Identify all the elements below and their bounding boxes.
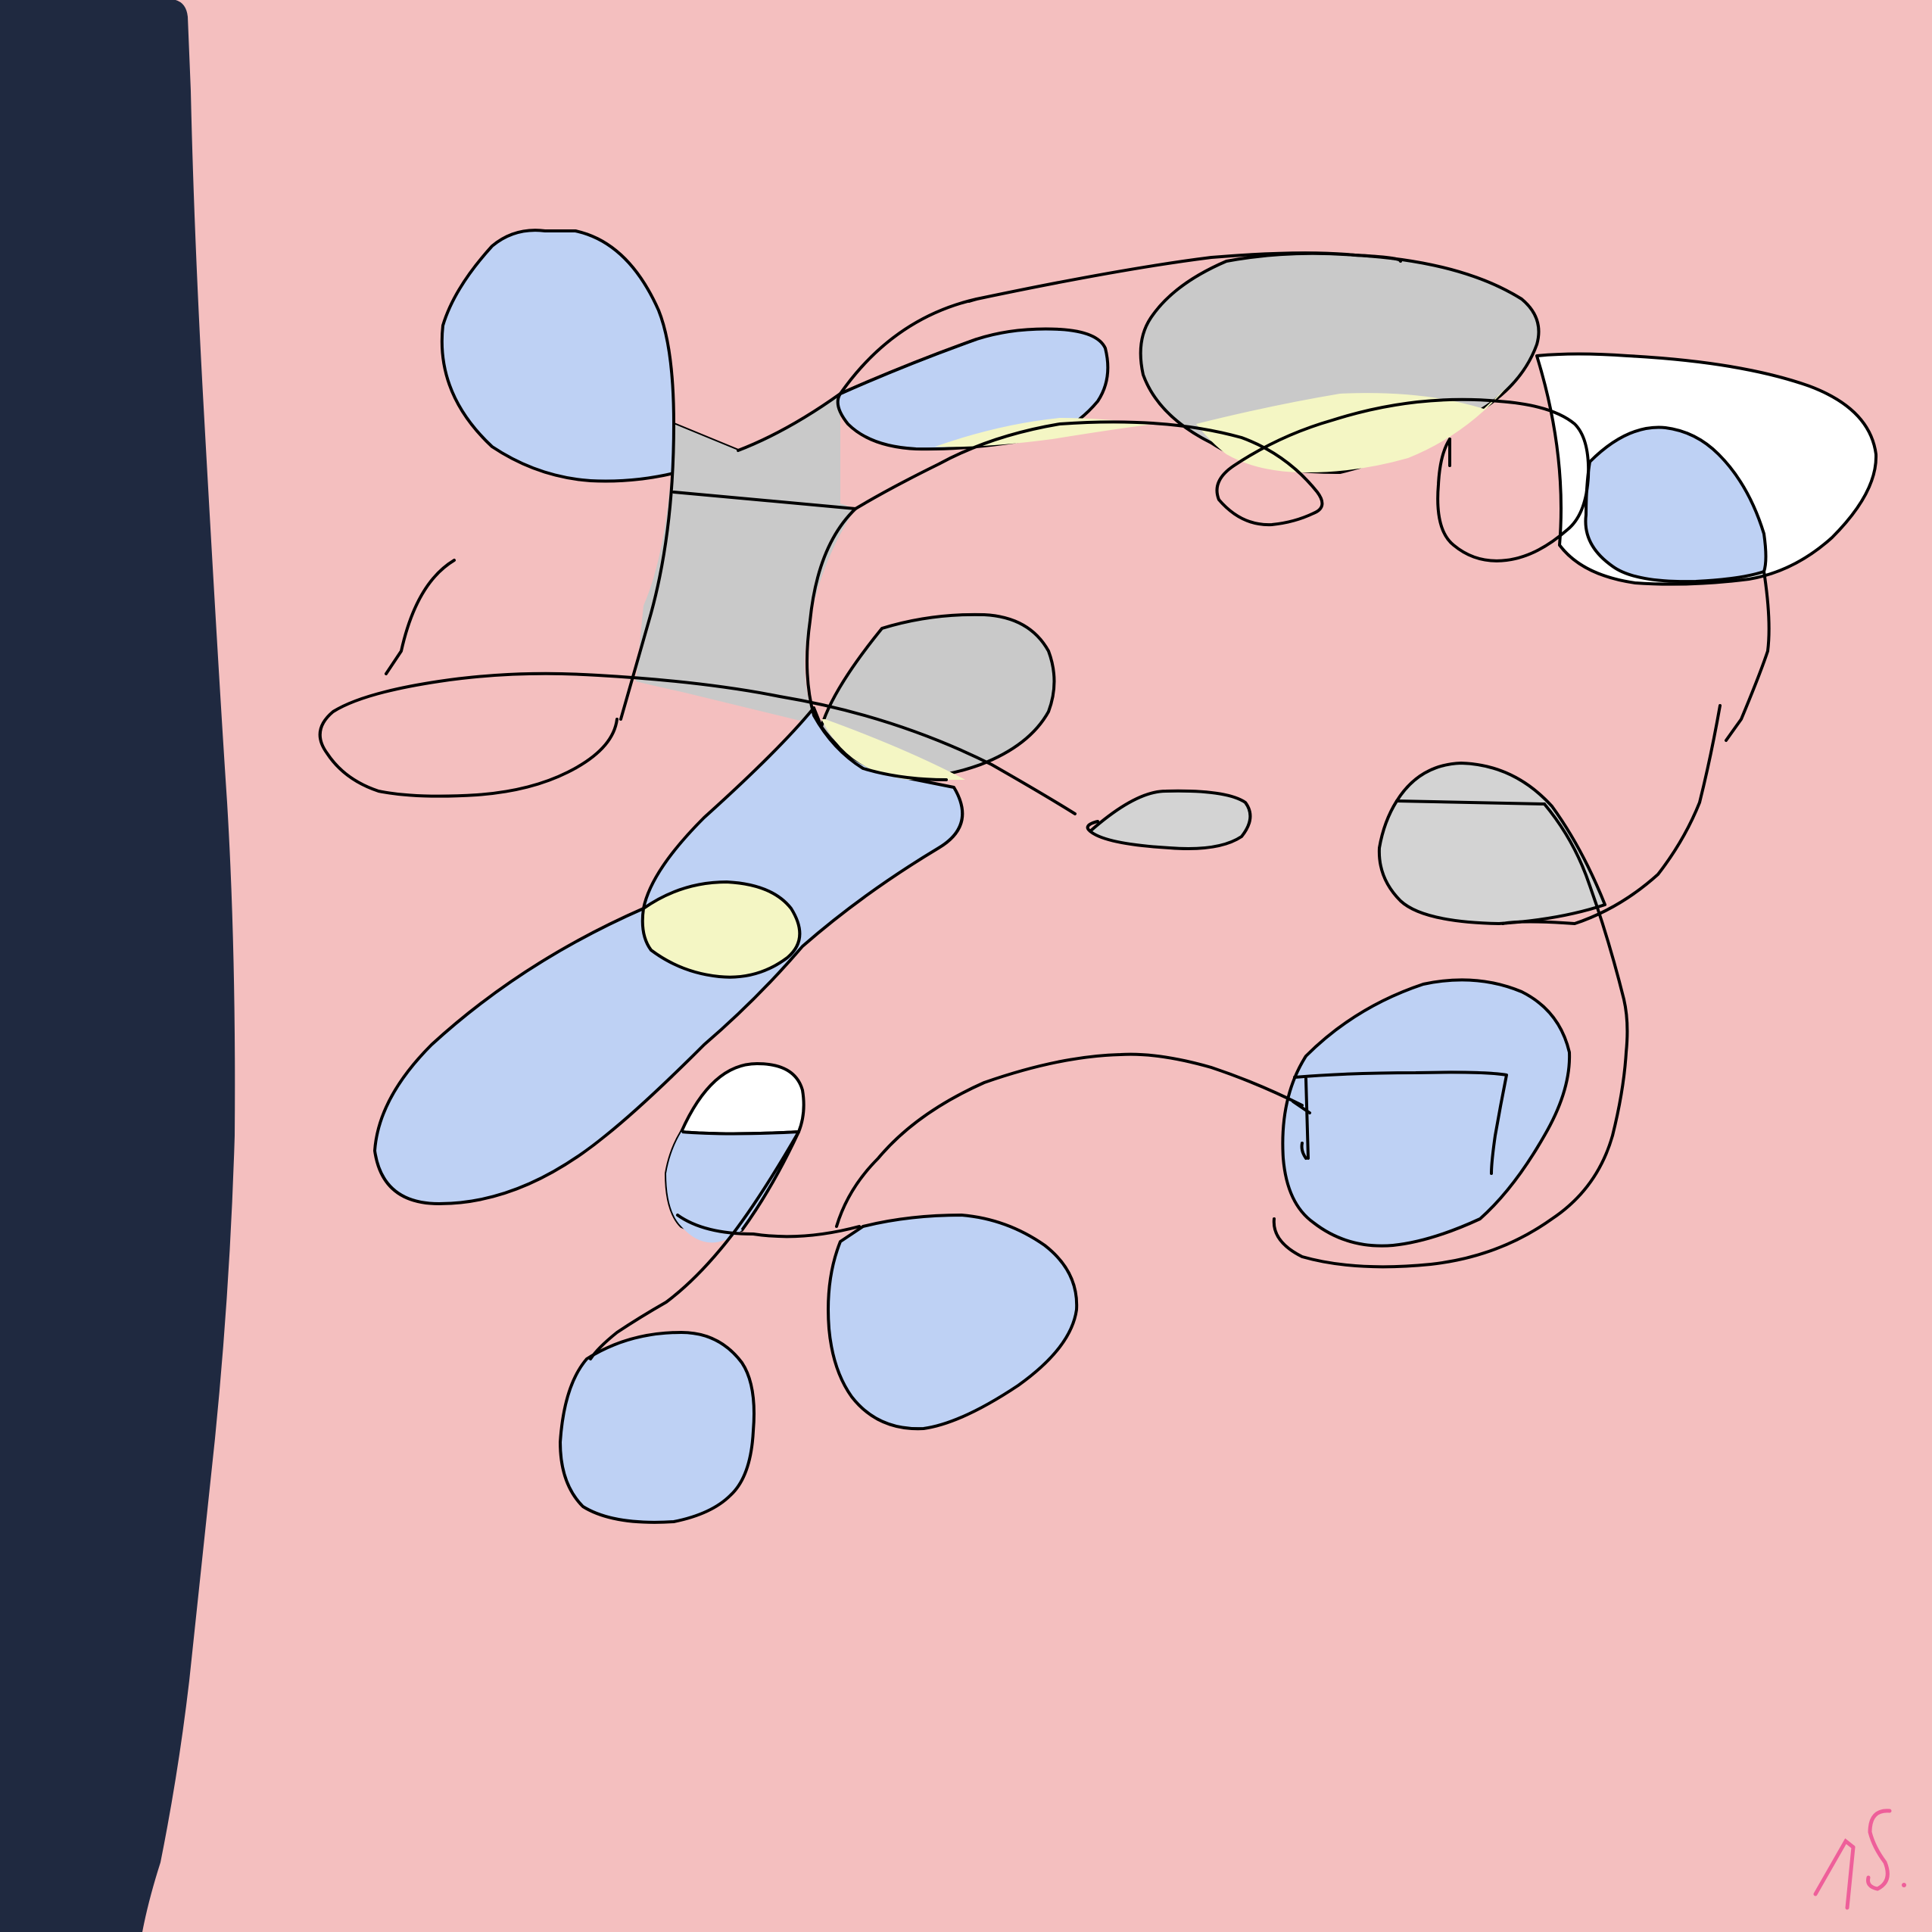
blue-blob-lower-right [1281,978,1572,1248]
blue-blob-top-left [440,229,740,483]
ink-lines [318,251,1771,1360]
dark-navy-panel [0,0,235,1932]
yellow-lens-small [935,418,1155,447]
yellow-lens-center [821,719,965,780]
blue-blob-bottom-left [559,1331,756,1524]
yellow-lens-lower-left [640,880,802,979]
artist-signature [1813,1809,1906,1910]
gray-band-upper [636,394,855,727]
gray-pill [1089,789,1252,850]
blue-blob-bottom-center [827,1214,1079,1431]
yellow-lens-top [1196,388,1507,473]
blue-blob-left-lower-arc [666,1132,742,1243]
